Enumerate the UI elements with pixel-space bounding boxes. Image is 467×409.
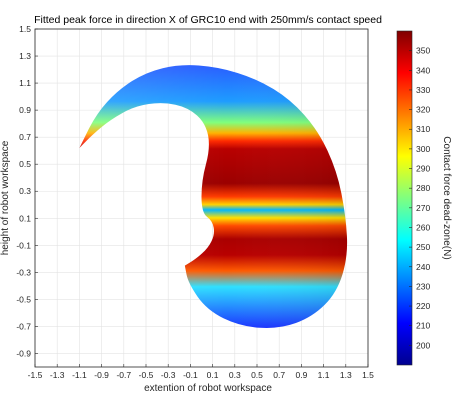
y-tick-label: 1.3 — [19, 51, 31, 61]
colorbar-tick-label: 210 — [416, 321, 430, 331]
y-tick-label: -0.9 — [16, 348, 31, 358]
colorbar-tick-label: 340 — [416, 65, 430, 75]
chart-title: Fitted peak force in direction X of GRC1… — [34, 14, 382, 26]
colorbar-label: Contact force dead-zone(N) — [441, 136, 452, 259]
colorbar-tick-label: 260 — [416, 222, 430, 232]
x-tick-label: -1.3 — [50, 370, 65, 380]
colorbar-tick-label: 250 — [416, 242, 430, 252]
x-tick-label: -0.1 — [183, 370, 198, 380]
x-tick-label: -0.5 — [139, 370, 154, 380]
colorbar-tick-label: 200 — [416, 340, 430, 350]
colorbar-tick-label: 280 — [416, 183, 430, 193]
y-axis-label: height of robot workspace — [0, 140, 11, 255]
y-tick-label: 1.5 — [19, 24, 31, 34]
colorbar-tick-label: 310 — [416, 124, 430, 134]
colorbar-tick-label: 290 — [416, 164, 430, 174]
y-tick-label: 1.1 — [19, 78, 31, 88]
colorbar-tick-label: 270 — [416, 203, 430, 213]
colorbar-tick-label: 230 — [416, 281, 430, 291]
x-ticks: -1.5 -1.3 -1.1 -0.9 -0.7 -0.5 -0.3 -0.1 0.1 0.3 0.… — [28, 364, 374, 380]
x-axis-label: extention of robot workspace — [144, 383, 272, 394]
x-tick-label: -0.9 — [94, 370, 109, 380]
x-tick-label: -1.1 — [72, 370, 87, 380]
y-tick-label: -0.3 — [16, 267, 31, 277]
colorbar-tick-label: 320 — [416, 105, 430, 115]
x-tick-label: 0.5 — [251, 370, 263, 380]
colorbar-tick-label: 350 — [416, 46, 430, 56]
colorbar — [396, 30, 413, 366]
colorbar-tick-label: 300 — [416, 144, 430, 154]
x-tick-label: 1.1 — [318, 370, 330, 380]
x-tick-label: 0.7 — [273, 370, 285, 380]
y-tick-label: 0.7 — [19, 132, 31, 142]
surface-shading — [79, 65, 348, 329]
y-tick-label: -0.5 — [16, 294, 31, 304]
x-tick-label: 1.5 — [362, 370, 374, 380]
y-tick-label: 0.1 — [19, 213, 31, 223]
colorbar-ticks: 350 340 330 320 310 300 290 280 270 260 250 240 230 2… — [409, 46, 430, 350]
x-tick-label: 0.9 — [295, 370, 307, 380]
force-region — [79, 65, 348, 329]
y-ticks: 1.5 1.3 1.1 0.9 0.7 0.5 0.3 0.1 -0.1 -0.3 -0.5 -0.7… — [16, 24, 38, 358]
colorbar-tick-label: 330 — [416, 85, 430, 95]
y-tick-label: -0.7 — [16, 321, 31, 331]
x-tick-label: -0.3 — [161, 370, 176, 380]
axes-box — [34, 28, 369, 368]
y-tick-label: 0.9 — [19, 105, 31, 115]
x-tick-label: 1.3 — [340, 370, 352, 380]
x-tick-label: -1.5 — [28, 370, 43, 380]
colorbar-tick-label: 240 — [416, 262, 430, 272]
y-tick-label: 0.3 — [19, 186, 31, 196]
colorbar-tick-label: 220 — [416, 301, 430, 311]
x-tick-label: -0.7 — [116, 370, 131, 380]
y-tick-label: -0.1 — [16, 240, 31, 250]
x-tick-label: 0.1 — [207, 370, 219, 380]
y-tick-label: 0.5 — [19, 159, 31, 169]
x-tick-label: 0.3 — [229, 370, 241, 380]
